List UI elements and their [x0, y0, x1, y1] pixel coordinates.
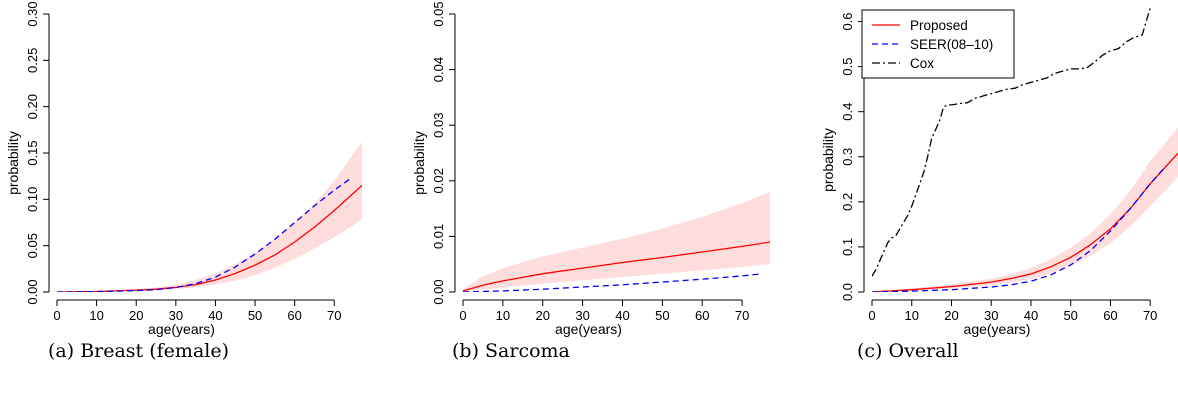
x-tick-label: 10	[905, 308, 919, 323]
x-axis-label: age(years)	[148, 321, 215, 337]
caption-overall: (c) Overall	[857, 340, 959, 362]
x-tick-label: 40	[615, 308, 629, 323]
y-tick-label: 0.20	[25, 94, 40, 119]
x-tick-label: 20	[536, 308, 550, 323]
y-tick-label: 0.2	[840, 193, 855, 211]
x-tick-label: 60	[1103, 308, 1117, 323]
x-tick-label: 10	[496, 308, 510, 323]
y-tick-label: 0.10	[25, 187, 40, 212]
plot-area	[872, 8, 1178, 292]
y-tick-label: 0.6	[840, 12, 855, 30]
x-tick-label: 50	[248, 308, 262, 323]
y-axis-label: probability	[411, 131, 427, 195]
legend: Proposed SEER(08–10) Cox	[861, 9, 1015, 79]
y-tick-label: 0.5	[840, 58, 855, 76]
x-tick-label: 30	[575, 308, 589, 323]
x-tick-label: 70	[327, 308, 341, 323]
ci-band	[872, 127, 1178, 292]
y-tick-label: 0.03	[431, 113, 446, 138]
plot-area	[57, 141, 362, 292]
x-tick-label: 70	[1143, 308, 1157, 323]
legend-box	[861, 9, 1015, 79]
legend-label: SEER(08–10)	[910, 37, 993, 52]
y-tick-label: 0.4	[840, 103, 855, 121]
y-tick-label: 0.02	[431, 168, 446, 193]
x-tick-label: 30	[984, 308, 998, 323]
x-tick-label: 70	[735, 308, 749, 323]
x-tick-label: 0	[53, 308, 60, 323]
series-line-seer-08-10-	[463, 273, 763, 292]
y-tick-label: 0.00	[431, 279, 446, 304]
y-tick-label: 0.00	[25, 279, 40, 304]
x-axis-label: age(years)	[555, 321, 622, 337]
y-tick-label: 0.15	[25, 140, 40, 165]
y-tick-label: 0.3	[840, 148, 855, 166]
ci-band	[463, 191, 770, 292]
y-tick-label: 0.30	[25, 1, 40, 26]
x-tick-label: 30	[169, 308, 183, 323]
x-tick-label: 60	[287, 308, 301, 323]
series-line-cox	[872, 8, 1151, 277]
y-axis-label: probability	[820, 128, 836, 192]
caption-breast: (a) Breast (female)	[48, 340, 230, 362]
caption-sarcoma: (b) Sarcoma	[452, 340, 570, 362]
x-axis-label: age(years)	[964, 321, 1031, 337]
y-tick-label: 0.01	[431, 224, 446, 249]
y-tick-label: 0.05	[431, 1, 446, 26]
ci-band	[57, 141, 362, 292]
plot-area	[463, 191, 770, 292]
series-line-seer-08-10-	[872, 165, 1167, 292]
x-tick-label: 60	[695, 308, 709, 323]
x-tick-label: 40	[1024, 308, 1038, 323]
chart-panel-1: 0 10 20 30 40 50 60 70 age(years) 0.00 0.01 0.02 0.0…	[411, 1, 770, 337]
x-tick-label: 50	[1063, 308, 1077, 323]
x-tick-label: 0	[459, 308, 466, 323]
y-tick-label: 0.0	[840, 283, 855, 301]
legend-label: Cox	[910, 56, 934, 71]
x-tick-label: 20	[129, 308, 143, 323]
x-tick-label: 10	[89, 308, 103, 323]
legend-label: Proposed	[910, 18, 968, 33]
series-line-seer-08-10-	[57, 178, 351, 292]
x-tick-label: 0	[868, 308, 875, 323]
x-tick-label: 20	[944, 308, 958, 323]
x-tick-label: 40	[208, 308, 222, 323]
series-line-proposed	[463, 241, 770, 292]
y-tick-label: 0.1	[840, 238, 855, 256]
x-tick-label: 50	[655, 308, 669, 323]
y-tick-label: 0.25	[25, 48, 40, 73]
y-tick-label: 0.04	[431, 57, 446, 82]
chart-panel-2: 0 10 20 30 40 50 60 70 age(years) 0.0 0.1 0.2 0.3 0.4…	[820, 8, 1178, 337]
chart-panel-0: 0 10 20 30 40 50 60 70 age(years) 0.00 0.05 0.10 0.1…	[5, 1, 362, 337]
y-tick-label: 0.05	[25, 233, 40, 258]
y-axis-label: probability	[5, 131, 21, 195]
